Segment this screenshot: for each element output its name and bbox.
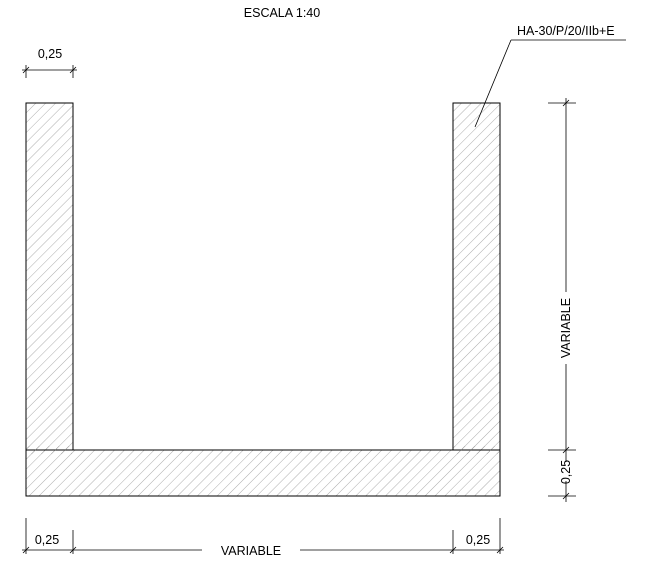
dim-bottom: 0,25 VARIABLE 0,25 — [22, 518, 504, 558]
material-label: HA-30/P/20/IIb+E — [517, 24, 615, 38]
dim-right: VARIABLE 0,25 — [548, 98, 576, 502]
dim-top-left: 0,25 — [22, 47, 77, 78]
dim-top-left-label: 0,25 — [38, 47, 62, 61]
dim-right-height-label: VARIABLE — [559, 298, 573, 358]
scale-title: ESCALA 1:40 — [244, 6, 320, 20]
dim-right-base-label: 0,25 — [559, 460, 573, 484]
dim-bottom-left-label: 0,25 — [35, 533, 59, 547]
concrete-section — [26, 103, 500, 496]
base-slab — [26, 450, 500, 496]
left-wall — [26, 103, 73, 450]
dim-bottom-span-label: VARIABLE — [221, 544, 281, 558]
dim-bottom-right-label: 0,25 — [466, 533, 490, 547]
right-wall — [453, 103, 500, 450]
